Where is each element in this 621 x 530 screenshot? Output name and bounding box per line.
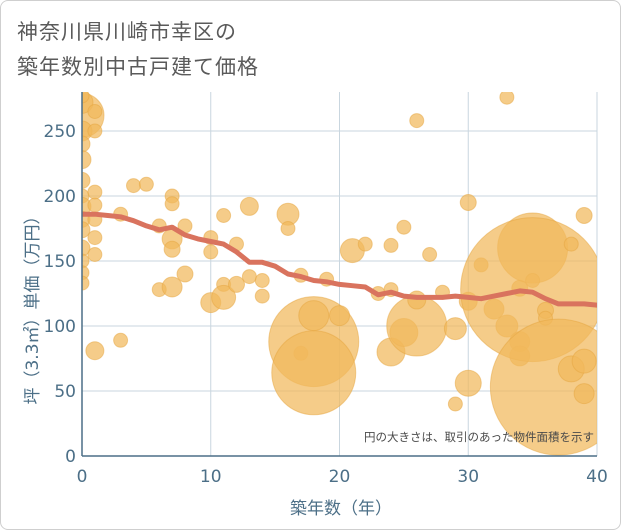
y-tick-label: 250: [44, 122, 76, 142]
bubble: [126, 178, 141, 194]
bubble: [82, 171, 91, 189]
bubble: [280, 221, 296, 236]
y-tick-label: 0: [65, 447, 76, 467]
bubble: [87, 104, 103, 119]
bubble: [573, 383, 595, 405]
x-tick-label: 30: [457, 467, 479, 487]
bubble: [454, 369, 482, 397]
chart-title-line-1: 神奈川県川崎市幸区の: [17, 20, 237, 44]
bubble: [254, 273, 270, 288]
bubble: [87, 230, 103, 246]
chart-title-line-2: 築年数別中古戸建て価格: [17, 55, 259, 79]
bubble: [216, 208, 232, 223]
bubble: [298, 300, 330, 332]
y-tick-label: 100: [44, 317, 76, 337]
bubble: [176, 265, 194, 283]
bubble: [82, 135, 91, 153]
bubble: [563, 236, 579, 252]
bubble: [489, 318, 597, 456]
y-axis-label: 坪（3.3㎡）単価（万円）: [23, 207, 43, 404]
bubble: [383, 237, 399, 253]
axes: [81, 92, 597, 457]
bubble: [164, 196, 180, 212]
bubble: [254, 288, 270, 304]
bubble: [571, 348, 597, 374]
bubble: [138, 176, 154, 192]
bubble: [85, 341, 105, 361]
bubbles: [82, 92, 597, 456]
bubble: [82, 92, 90, 104]
y-tick-label: 200: [44, 187, 76, 207]
bubble: [329, 305, 350, 327]
bubble: [407, 290, 427, 310]
bubble: [203, 244, 219, 260]
trend-line: [82, 211, 597, 308]
bubble: [459, 194, 477, 211]
bubble: [82, 221, 91, 239]
bubble: [271, 330, 357, 416]
bubble: [163, 240, 181, 258]
y-tick-label: 50: [54, 382, 76, 402]
x-tick-label: 20: [329, 467, 351, 487]
y-tick-label: 150: [44, 252, 76, 272]
bubble: [82, 253, 90, 269]
bubble: [241, 269, 257, 285]
bubble: [211, 284, 237, 310]
bubble: [87, 123, 103, 139]
bubble: [87, 197, 103, 213]
bubble: [422, 247, 438, 262]
bubble: [409, 113, 425, 129]
size-note: 円の大きさは、取引のあった物件面積を示す: [364, 430, 594, 444]
bubble: [575, 207, 593, 224]
bubble: [357, 236, 373, 252]
bubble: [87, 184, 103, 200]
bubble: [239, 196, 259, 216]
bubble: [113, 332, 129, 348]
bubble: [447, 396, 463, 412]
bubble: [82, 150, 92, 170]
bubble: [82, 275, 90, 291]
x-axis-label: 築年数（年）: [290, 499, 392, 519]
bubble: [161, 276, 183, 298]
tick-labels: 0 10 20 30 40 0 50 100 150 200 250: [44, 122, 608, 487]
bubble: [499, 92, 515, 105]
x-tick-label: 40: [586, 467, 608, 487]
x-tick-label: 10: [200, 467, 222, 487]
bubble: [87, 247, 103, 262]
bubble: [443, 317, 467, 341]
bubble: [228, 275, 245, 293]
bubble: [396, 219, 412, 235]
x-tick-label: 0: [77, 467, 88, 487]
chart-title: 神奈川県川崎市幸区の 築年数別中古戸建て価格: [17, 15, 437, 85]
